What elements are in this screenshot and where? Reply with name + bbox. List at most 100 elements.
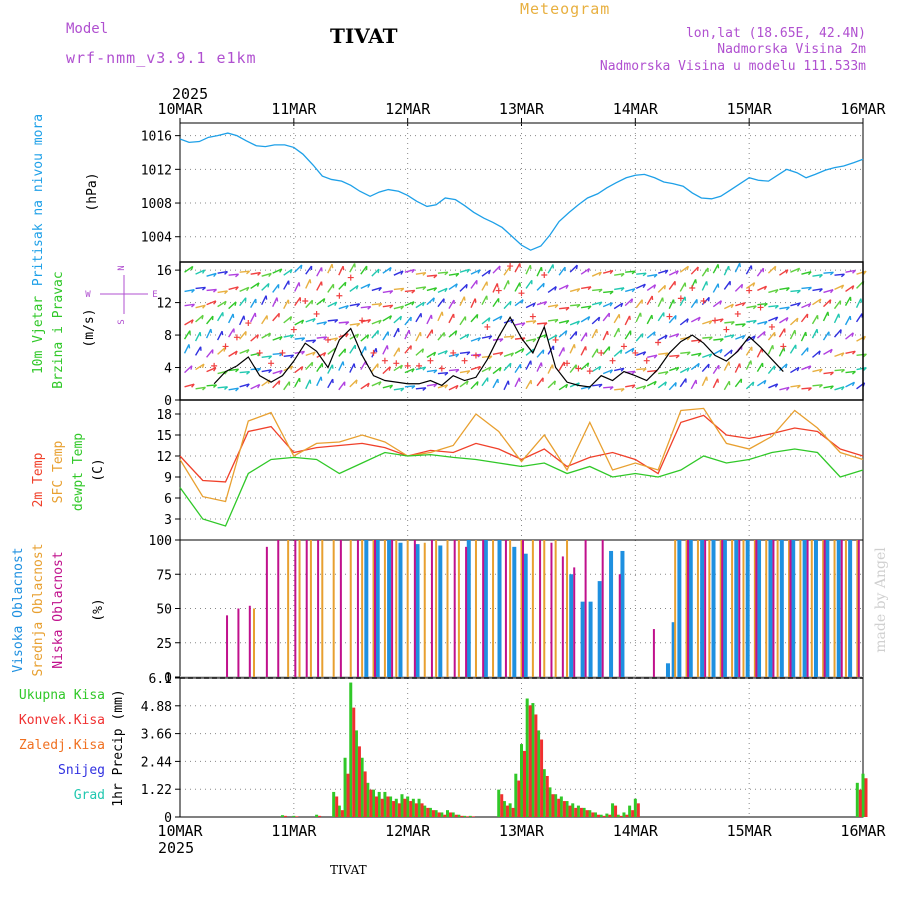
bottom-date-label: 13MAR: [499, 822, 545, 840]
wind-arrow-head: [686, 336, 691, 341]
wind-arrow: [625, 270, 636, 273]
watermark: made by Angel: [873, 547, 889, 653]
cloud-bar-low: [277, 540, 280, 677]
wind-arrow: [536, 333, 547, 339]
wind-arrow-head: [334, 301, 338, 306]
wind-arrow-head: [840, 369, 845, 373]
wind-arrow: [393, 315, 402, 324]
cloud-bar-high: [825, 540, 830, 677]
wind-arrow-head: [298, 282, 301, 287]
wind-arrow: [393, 327, 399, 338]
wind-arrow-head: [674, 315, 677, 320]
wind-arrow: [668, 280, 676, 290]
wind-arrow: [547, 380, 556, 389]
station-title: TIVAT: [330, 24, 398, 48]
wind-arrow-head: [510, 335, 515, 340]
wind-arrow-head: [752, 282, 756, 287]
wind-arrow: [602, 269, 614, 274]
wind-arrow-head: [628, 315, 631, 320]
wind-arrow: [217, 347, 226, 355]
cloud-bar-mid: [731, 540, 734, 677]
wind-arrow: [690, 362, 700, 371]
wind-arrow: [657, 334, 668, 341]
wind-arrow: [657, 297, 664, 307]
temp-line-2m: [179, 414, 864, 483]
cloud-ytick-label: 100: [149, 534, 172, 549]
wind-arrow-head: [499, 351, 504, 356]
wind-arrow-head: [389, 304, 394, 309]
legend-convective-rain: Konvek.Kisa: [19, 713, 105, 728]
cloud-bar-mid: [788, 540, 791, 677]
wind-arrow-head: [444, 287, 448, 293]
cloud-bar-mid: [321, 540, 324, 677]
wind-arrow: [184, 265, 194, 273]
wind-gust-marker: [302, 297, 309, 304]
cloud-bar-mid: [406, 540, 409, 677]
wind-gust-marker: [256, 349, 263, 356]
precip-bar-total: [571, 803, 575, 817]
wind-arrow-head: [796, 384, 801, 389]
temp-line-sfc: [179, 407, 864, 503]
wind-arrow: [811, 328, 818, 339]
wind-arrow: [283, 381, 291, 391]
cloud-bar-high: [483, 540, 488, 677]
wind-gust-marker: [529, 313, 536, 320]
cloud-bar-low: [618, 574, 621, 677]
wind-arrow: [558, 361, 565, 371]
wind-arrow: [239, 286, 250, 293]
cloud-bar-high: [802, 540, 807, 677]
cloud-bar-low: [561, 556, 564, 677]
wind-arrow-head: [851, 285, 855, 290]
wind-arrow: [756, 348, 763, 358]
wind-arrow-head: [730, 321, 735, 325]
wind-arrow: [657, 284, 666, 293]
wind-arrow-head: [609, 369, 614, 374]
temp-ytick-label: 18: [156, 408, 172, 423]
wind-gust-marker: [552, 336, 559, 343]
cloud-bar-mid: [446, 540, 449, 677]
wind-arrow: [592, 383, 603, 387]
cloud-bar-high: [497, 540, 502, 677]
wind-arrow: [646, 295, 653, 305]
wind-arrow-head: [752, 320, 757, 324]
precip-bar-total: [559, 796, 563, 817]
wind-arrow: [503, 335, 515, 338]
wind-arrow-head: [191, 303, 195, 308]
cloud-bar-low: [550, 542, 553, 677]
wind-arrow: [536, 377, 544, 387]
wind-arrow: [669, 366, 679, 372]
wind-arrow-head: [763, 380, 767, 385]
wind-arrow: [228, 273, 239, 276]
wind-arrow: [371, 381, 382, 387]
wind-arrow: [570, 304, 581, 307]
wind-arrow-head: [268, 272, 272, 277]
cloud-bar-low: [857, 540, 860, 677]
wind-arrow: [823, 289, 834, 294]
wind-arrow-head: [268, 355, 273, 360]
wind-arrow-head: [653, 274, 658, 278]
wind-arrow-head: [433, 287, 438, 292]
precip-ytick-label: 4.88: [141, 700, 172, 715]
wind-arrow: [371, 286, 382, 292]
wind-arrow: [855, 298, 862, 308]
wind-arrow-head: [466, 370, 471, 375]
wind-arrow: [272, 297, 278, 307]
precip-bar-convective: [557, 798, 561, 817]
cloud-bar-high: [375, 540, 380, 677]
wind-arrow: [801, 303, 811, 309]
wind-gust-marker: [268, 360, 275, 367]
wind-arrow-head: [290, 334, 294, 339]
wind-arrow: [580, 362, 589, 371]
wind-arrow-head: [289, 316, 293, 321]
wind-arrow: [779, 269, 789, 276]
wind-arrow: [415, 271, 426, 275]
wind-arrow: [349, 263, 356, 273]
wind-arrow-head: [719, 349, 723, 354]
cloud-bar-mid: [776, 540, 779, 677]
wind-arrow: [426, 274, 437, 277]
cloud-panel: 0 25 50 75 100: [149, 534, 864, 686]
wind-arrow-head: [433, 369, 438, 374]
precip-bar-total: [565, 801, 569, 817]
precip-bar-total: [434, 810, 438, 817]
